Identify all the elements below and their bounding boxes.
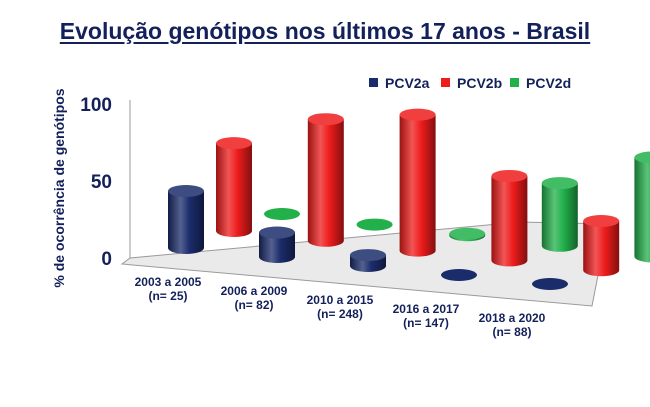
- bar-pcv2b-2: [307, 113, 344, 247]
- bar-pcv2a-3: [350, 249, 386, 272]
- bar-pcv2b-4: [491, 169, 528, 267]
- y-tick-label: 100: [80, 95, 112, 116]
- legend-swatch: [441, 78, 450, 87]
- bar-pcv2d-4: [541, 177, 578, 252]
- x-category-label: (n= 25): [148, 289, 187, 303]
- legend-swatch: [369, 78, 378, 87]
- y-tick-label: 50: [91, 172, 112, 193]
- x-category-label: (n= 147): [403, 316, 449, 330]
- bar-pcv2b-1: [216, 137, 252, 237]
- bar-pcv2d-5: [634, 151, 650, 263]
- x-category-label: 2018 a 2020: [479, 311, 546, 325]
- bar-pcv2a-4: [441, 269, 477, 281]
- bar-pcv2d-3: [449, 227, 486, 242]
- x-category-label: (n= 88): [492, 325, 531, 339]
- bar-pcv2a-5: [532, 278, 568, 290]
- x-category-label: 2003 a 2005: [135, 275, 202, 289]
- y-tick-label: 0: [101, 249, 112, 270]
- legend-label: PCV2a: [385, 75, 430, 91]
- legend-swatch: [510, 78, 519, 87]
- x-category-label: 2006 a 2009: [221, 284, 288, 298]
- bar-pcv2d-2: [356, 218, 393, 231]
- legend-label: PCV2d: [526, 75, 571, 91]
- bar-pcv2b-5: [583, 215, 620, 277]
- x-category-label: (n= 82): [234, 298, 273, 312]
- bar-pcv2a-1: [168, 185, 204, 254]
- bar-pcv2b-3: [399, 108, 436, 257]
- y-axis-label: % de ocorrência de genótipos: [51, 88, 67, 287]
- legend-label: PCV2b: [457, 75, 502, 91]
- bar-pcv2d-1: [264, 208, 300, 220]
- bar-pcv2a-2: [259, 226, 295, 263]
- x-category-label: 2016 a 2017: [393, 302, 460, 316]
- x-category-label: 2010 a 2015: [307, 293, 374, 307]
- x-category-label: (n= 248): [317, 307, 363, 321]
- chart-title: Evolução genótipos nos últimos 17 anos -…: [59, 18, 591, 44]
